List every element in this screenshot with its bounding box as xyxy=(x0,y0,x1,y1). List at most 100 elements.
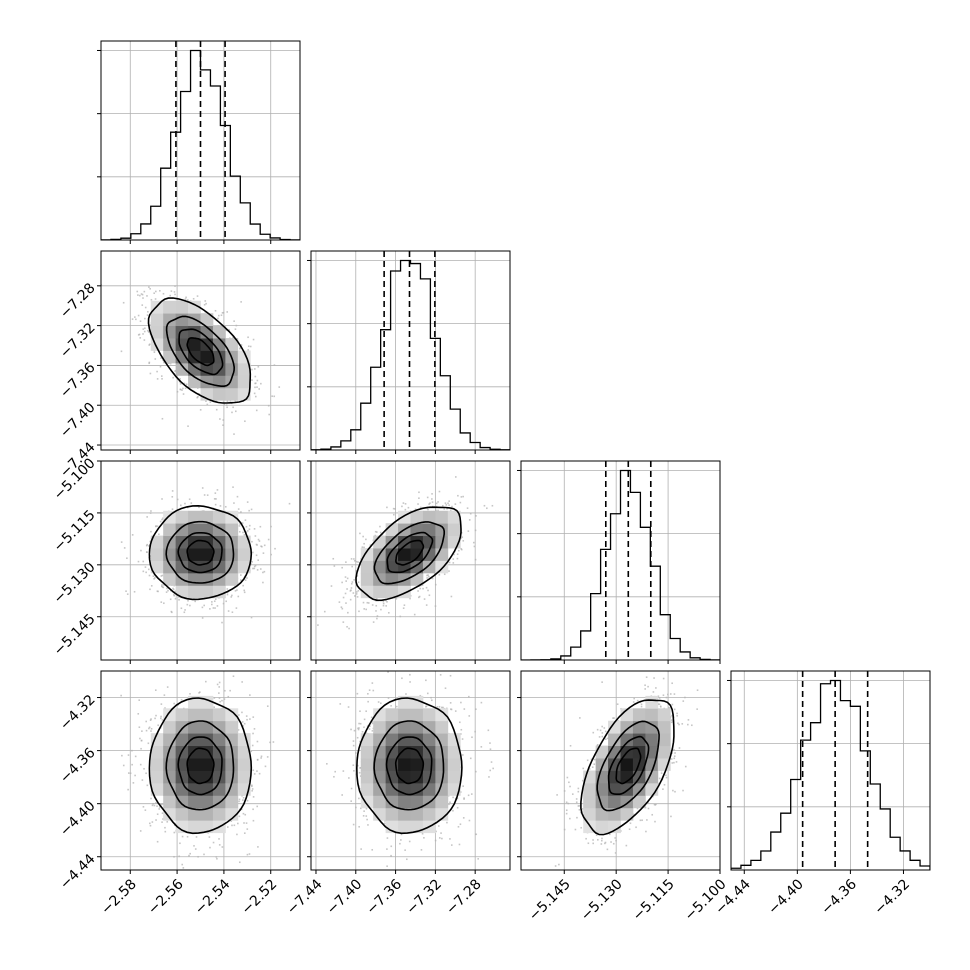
sample-point xyxy=(164,830,167,833)
sample-point xyxy=(457,494,459,497)
sample-point xyxy=(378,662,380,664)
density-cell xyxy=(188,807,201,821)
sample-point xyxy=(163,694,166,696)
sample-point xyxy=(198,506,200,509)
density-cell xyxy=(620,770,634,784)
sample-point xyxy=(223,403,226,405)
sample-point xyxy=(174,370,176,372)
sample-point xyxy=(232,675,235,678)
sample-point xyxy=(448,561,451,564)
sample-point xyxy=(161,498,163,500)
sample-point xyxy=(251,368,253,371)
density-cell xyxy=(608,795,621,809)
sample-point xyxy=(143,330,146,333)
sample-point xyxy=(262,552,265,554)
sample-point xyxy=(238,861,241,864)
sample-point xyxy=(163,602,165,605)
sample-point xyxy=(356,764,359,767)
density-cell xyxy=(435,708,449,722)
density-cell xyxy=(175,313,189,327)
sample-point xyxy=(138,726,141,729)
sample-point xyxy=(352,764,355,767)
density-cell xyxy=(410,795,424,809)
sample-point xyxy=(390,845,393,848)
sample-point xyxy=(238,800,240,803)
sample-point xyxy=(235,607,238,609)
sample-point xyxy=(567,802,570,805)
sample-point xyxy=(146,314,149,316)
sample-point xyxy=(349,598,352,601)
sample-point xyxy=(632,813,635,816)
sample-point xyxy=(120,694,122,697)
sample-point xyxy=(459,823,462,826)
sample-point xyxy=(468,819,471,822)
sample-point xyxy=(365,608,367,611)
sample-point xyxy=(233,502,235,504)
sample-point xyxy=(427,508,429,511)
panel-frame xyxy=(520,670,721,871)
sample-point xyxy=(171,490,174,492)
density-cell xyxy=(620,720,634,734)
sample-point xyxy=(341,794,343,796)
sample-point xyxy=(317,624,319,626)
sample-point xyxy=(490,761,493,763)
sample-point xyxy=(142,328,145,330)
sample-point xyxy=(654,804,657,806)
sample-point xyxy=(648,663,650,665)
sample-point xyxy=(250,562,252,565)
sample-point xyxy=(180,698,183,701)
sample-point xyxy=(457,825,460,828)
histogram-bar xyxy=(731,679,930,870)
density-cell xyxy=(360,572,374,586)
sample-point xyxy=(176,390,179,393)
sample-point xyxy=(242,812,245,815)
density-grid xyxy=(360,695,461,834)
sample-point xyxy=(385,605,387,607)
density-cell xyxy=(398,795,411,809)
density-cell xyxy=(175,807,189,821)
sample-point xyxy=(260,382,262,385)
sample-point xyxy=(438,573,441,576)
sample-point xyxy=(155,819,157,821)
sample-point xyxy=(690,649,692,651)
panel-plot-area xyxy=(311,251,510,450)
density-cell xyxy=(200,350,214,364)
sample-point xyxy=(431,498,433,500)
sample-point xyxy=(209,846,211,849)
contour-line xyxy=(395,539,425,566)
sample-point xyxy=(653,677,655,679)
sample-point xyxy=(145,571,147,574)
sample-point xyxy=(408,840,411,843)
density-cell xyxy=(410,770,424,784)
sample-point xyxy=(577,787,580,790)
density-cell xyxy=(595,807,609,821)
sample-point xyxy=(569,785,571,788)
sample-point xyxy=(419,506,422,509)
contour-line xyxy=(394,747,425,785)
density-cell xyxy=(385,807,399,821)
density-cell xyxy=(175,325,189,339)
sample-point xyxy=(134,774,136,777)
contour-line xyxy=(148,504,253,601)
sample-point xyxy=(235,324,238,327)
sample-point xyxy=(640,705,643,708)
sample-point xyxy=(409,597,411,600)
sample-point xyxy=(149,588,151,591)
density-cell xyxy=(163,313,177,327)
sample-point xyxy=(154,689,157,692)
sample-point xyxy=(592,839,594,841)
sample-point xyxy=(678,747,681,749)
sample-point xyxy=(696,689,699,692)
sample-point xyxy=(155,802,157,804)
sample-point xyxy=(240,808,243,811)
sample-point xyxy=(156,378,159,380)
sample-point xyxy=(146,543,149,546)
sample-point xyxy=(173,593,175,596)
sample-point xyxy=(441,837,443,840)
density-cell xyxy=(163,510,177,524)
sample-point xyxy=(185,383,188,386)
x-tick-label: −2.54 xyxy=(192,876,234,918)
sample-point xyxy=(459,791,462,793)
sample-point xyxy=(449,838,451,840)
histogram-bar xyxy=(101,49,300,240)
